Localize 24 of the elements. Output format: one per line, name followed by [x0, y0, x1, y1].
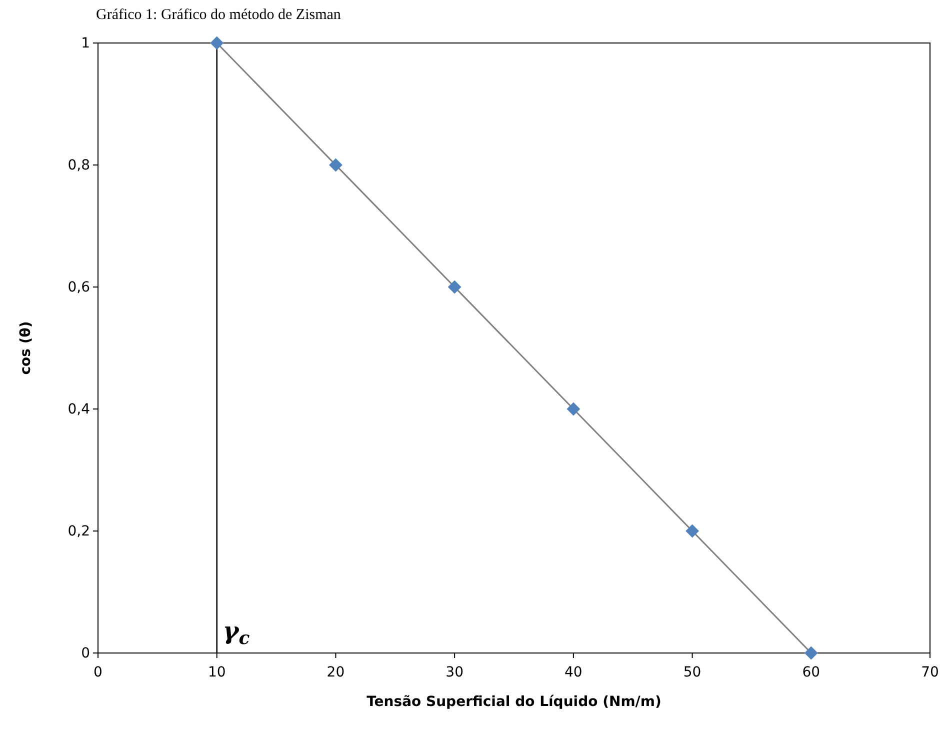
x-tick-label: 60 [802, 664, 820, 680]
y-tick-label: 0,4 [68, 401, 90, 418]
y-tick-label: 0,2 [68, 523, 90, 540]
y-tick-label: 0 [81, 645, 90, 662]
x-tick-label: 20 [326, 664, 345, 680]
ref-line-label: γ$_{c}$ [222, 616, 250, 650]
x-tick-label: 50 [683, 664, 702, 680]
chart-title: Gráfico 1: Gráfico do método de Zisman [96, 7, 342, 23]
x-tick-label: 70 [921, 664, 939, 680]
point [804, 646, 818, 660]
point [448, 280, 462, 294]
x-tick-label: 40 [564, 664, 582, 680]
x-tick-label: 0 [94, 664, 102, 680]
point [566, 402, 580, 416]
x-tick-label: 30 [446, 664, 464, 680]
y-tick-label: 1 [81, 35, 90, 52]
y-tick-label: 0,6 [68, 279, 90, 296]
point [329, 158, 342, 172]
y-tick-label: 0,8 [68, 157, 90, 174]
point [210, 36, 224, 50]
x-axis-title: Tensão Superficial do Líquido (Nm/m) [366, 694, 662, 710]
x-tick-label: 10 [208, 664, 226, 680]
point [686, 524, 699, 538]
y-axis-title: cos (θ) [18, 321, 34, 375]
